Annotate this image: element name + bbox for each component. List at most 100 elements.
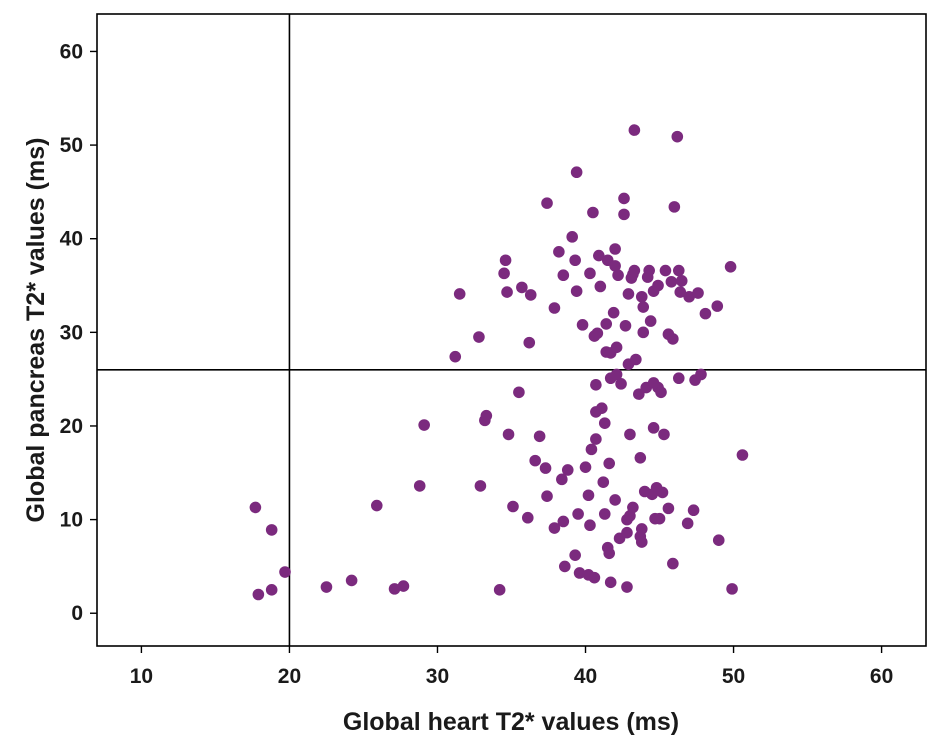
data-point xyxy=(265,584,278,596)
data-point xyxy=(652,279,664,292)
plot-frame xyxy=(96,13,927,647)
data-point xyxy=(615,378,627,390)
data-point xyxy=(635,290,648,303)
data-point xyxy=(265,524,278,536)
data-point xyxy=(279,566,291,578)
data-point xyxy=(630,353,642,366)
data-point xyxy=(674,286,687,298)
data-point xyxy=(480,409,493,422)
data-point xyxy=(474,480,487,492)
data-point xyxy=(597,476,610,488)
data-point xyxy=(588,571,601,584)
data-point xyxy=(668,201,681,213)
data-point xyxy=(609,494,621,506)
y-axis-title: Global pancreas T2* values (ms) xyxy=(22,138,50,523)
data-point xyxy=(576,319,589,331)
data-point xyxy=(634,452,647,464)
data-point xyxy=(593,249,605,262)
data-point xyxy=(621,581,633,593)
data-point xyxy=(541,197,553,209)
x-tick-label: 10 xyxy=(130,665,153,688)
data-point xyxy=(579,461,592,473)
data-point xyxy=(590,433,602,445)
y-tick-label: 50 xyxy=(60,134,83,157)
data-point xyxy=(621,526,633,539)
data-point xyxy=(252,588,265,601)
data-point xyxy=(612,269,624,282)
data-point xyxy=(672,264,685,277)
data-point xyxy=(695,368,707,381)
x-axis-title: Global heart T2* values (ms) xyxy=(343,708,679,736)
x-tick-label: 20 xyxy=(278,665,301,688)
data-point xyxy=(594,280,607,293)
data-point xyxy=(726,583,738,595)
data-point xyxy=(449,350,462,363)
data-point xyxy=(539,462,552,474)
data-point xyxy=(548,302,561,314)
data-point xyxy=(493,584,506,596)
data-point xyxy=(584,519,596,532)
data-point xyxy=(320,581,333,593)
data-point xyxy=(418,419,430,431)
data-point xyxy=(724,261,737,273)
data-point xyxy=(671,130,684,143)
data-point xyxy=(656,486,669,499)
data-point xyxy=(570,285,583,297)
data-point xyxy=(556,473,568,486)
data-point xyxy=(622,288,635,300)
data-point xyxy=(687,504,700,517)
data-point xyxy=(585,443,598,456)
data-point xyxy=(604,576,617,589)
data-point xyxy=(659,264,672,277)
y-tick-label: 0 xyxy=(71,602,83,625)
data-point xyxy=(501,286,513,298)
data-point xyxy=(610,341,623,354)
y-tick-label: 30 xyxy=(60,321,83,344)
data-point xyxy=(345,574,358,587)
y-tick-label: 40 xyxy=(60,228,83,251)
data-point xyxy=(699,307,712,320)
data-point xyxy=(598,508,611,520)
data-point xyxy=(507,500,519,513)
y-tick-label: 10 xyxy=(60,509,83,532)
data-point xyxy=(628,264,641,277)
data-point xyxy=(667,333,679,345)
data-point xyxy=(524,289,537,301)
data-point xyxy=(711,300,724,312)
y-axis: 0 10 20 30 40 50 60 xyxy=(60,40,97,625)
data-point xyxy=(573,567,586,579)
data-point xyxy=(655,386,667,399)
data-point xyxy=(644,315,657,327)
data-point xyxy=(712,534,725,546)
data-point xyxy=(587,206,599,219)
data-point xyxy=(541,490,553,502)
y-tick-label: 20 xyxy=(60,415,83,438)
data-point xyxy=(558,560,571,573)
data-point xyxy=(653,512,666,525)
data-point xyxy=(523,336,536,349)
x-axis: 10 20 30 40 50 60 xyxy=(130,646,893,688)
data-point xyxy=(499,254,512,267)
data-point xyxy=(624,428,636,441)
data-point xyxy=(607,306,620,319)
data-point xyxy=(596,402,608,414)
data-point xyxy=(413,480,426,492)
data-point xyxy=(662,502,675,515)
data-point xyxy=(618,208,630,221)
x-tick-label: 40 xyxy=(574,665,597,688)
data-point xyxy=(683,290,695,303)
data-point xyxy=(569,549,581,561)
data-point xyxy=(553,246,565,258)
data-point xyxy=(557,515,570,528)
data-point xyxy=(665,275,678,288)
data-point xyxy=(635,523,648,535)
data-point xyxy=(548,522,561,534)
data-point xyxy=(370,499,383,512)
data-point xyxy=(572,508,584,520)
data-point xyxy=(498,267,510,280)
data-point xyxy=(502,428,515,441)
data-point xyxy=(590,378,602,391)
data-point xyxy=(521,511,534,524)
